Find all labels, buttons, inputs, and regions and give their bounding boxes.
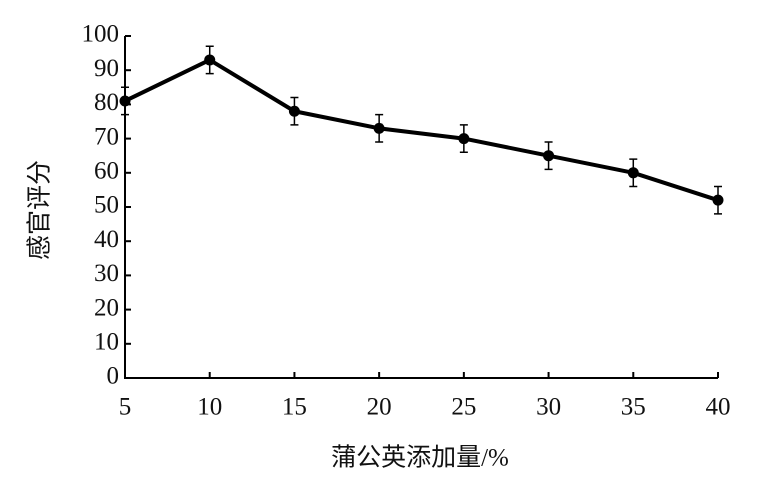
y-tick-label: 40 (94, 226, 119, 253)
point (204, 54, 216, 66)
x-tick-label: 30 (536, 394, 561, 421)
x-tick-label: 40 (706, 394, 731, 421)
x-tick-label: 35 (621, 394, 646, 421)
y-axis-title: 感官评分 (26, 160, 54, 260)
point (119, 95, 131, 107)
axes (124, 36, 718, 379)
x-tick-label: 5 (119, 394, 132, 421)
x-axis-title: 蒲公英添加量/% (331, 444, 509, 472)
point (458, 133, 470, 145)
point (627, 167, 639, 179)
y-tick-label: 100 (82, 21, 120, 48)
y-tick-label: 90 (94, 55, 119, 82)
y-tick-label: 80 (94, 89, 119, 116)
y-tick-label: 10 (94, 329, 119, 356)
x-tick-label: 25 (451, 394, 476, 421)
y-tick-label: 20 (94, 294, 119, 321)
x-tick-label: 10 (197, 394, 222, 421)
y-tick-label: 0 (107, 363, 120, 390)
x-tick-label: 15 (282, 394, 307, 421)
point (373, 122, 385, 134)
y-tick-label: 30 (94, 260, 119, 287)
y-tick-label: 50 (94, 192, 119, 219)
point (543, 150, 555, 162)
y-tick-label: 70 (94, 123, 119, 150)
y-tick-label: 60 (94, 158, 119, 185)
point (288, 105, 300, 117)
line (124, 57, 719, 203)
x-tick-label: 20 (367, 394, 392, 421)
point (712, 194, 724, 206)
